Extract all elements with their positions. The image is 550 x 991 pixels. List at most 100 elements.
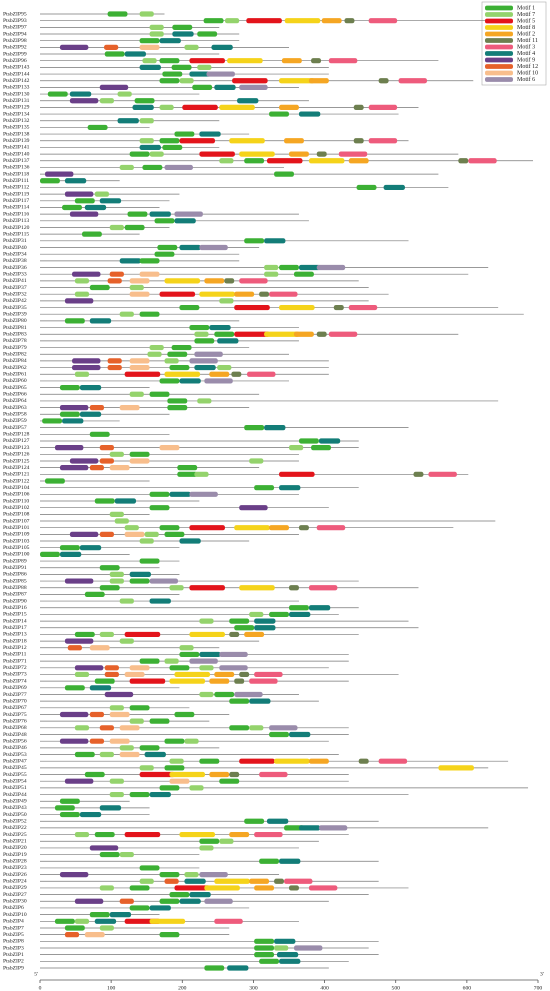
motif-box	[79, 411, 102, 417]
motif-box	[284, 138, 304, 144]
motif-box	[129, 278, 150, 284]
motif-box	[318, 438, 341, 444]
motif-box	[289, 731, 311, 738]
motif-box	[142, 58, 157, 64]
motif-box	[109, 511, 124, 517]
motif-box	[308, 158, 345, 164]
motif-box	[59, 411, 80, 417]
motif-box	[69, 211, 99, 217]
gene-label: PtsbZIP66	[3, 392, 27, 398]
motif-box	[99, 445, 114, 451]
motif-box	[99, 925, 114, 931]
x-tick-label: 700	[534, 985, 543, 991]
motif-box	[149, 791, 171, 798]
motif-box	[81, 231, 102, 237]
gene-label: PtsbZIP50	[3, 812, 27, 818]
motif-box	[298, 825, 321, 831]
motif-box	[164, 164, 193, 171]
motif-box	[139, 44, 160, 50]
motif-box	[74, 371, 90, 377]
motif-box	[139, 11, 154, 17]
motif-box	[254, 671, 283, 678]
motif-box	[274, 758, 310, 764]
legend-label: Motif 5	[517, 17, 535, 24]
motif-box	[64, 638, 94, 644]
motif-box	[89, 465, 105, 471]
gene-label: PtsbZIP21	[3, 839, 27, 845]
motif-box	[59, 551, 82, 557]
motif-box	[99, 531, 114, 537]
gene-label: PtsbZIP40	[3, 245, 27, 251]
legend-label: Motif 12	[517, 63, 538, 70]
motif-box	[144, 531, 159, 537]
motif-box	[99, 725, 114, 731]
motif-box	[184, 738, 199, 744]
motif-box	[84, 204, 107, 211]
gene-label: PtsbZIP95	[3, 11, 27, 17]
motif-box	[179, 831, 216, 838]
motif-box	[194, 351, 223, 357]
motif-box	[72, 358, 101, 364]
gene-label: PtsbZIP110	[3, 498, 29, 504]
motif-box	[167, 398, 188, 404]
motif-box	[109, 271, 124, 277]
motif-box	[316, 151, 327, 157]
legend-swatch	[485, 57, 513, 63]
motif-box	[104, 671, 119, 678]
motif-box	[99, 84, 129, 90]
motif-box	[79, 811, 102, 818]
motif-box	[328, 331, 358, 337]
motif-box	[209, 324, 231, 331]
gene-label: PtsbZIP90	[3, 598, 27, 604]
motif-box	[109, 705, 124, 711]
motif-box	[199, 131, 221, 137]
motif-box	[269, 611, 289, 618]
motif-box	[229, 831, 250, 838]
motif-box	[159, 898, 180, 904]
motif-box	[311, 58, 322, 64]
motif-box	[179, 898, 201, 904]
motif-box	[99, 885, 114, 891]
motif-box	[179, 244, 201, 251]
motif-box	[279, 858, 301, 864]
motif-box	[159, 932, 180, 938]
motif-box	[239, 758, 275, 764]
motif-box	[264, 238, 286, 244]
motif-box	[72, 271, 101, 277]
motif-box	[74, 725, 90, 731]
motif-box	[159, 378, 180, 384]
motif-box	[214, 671, 235, 678]
motif-box	[266, 818, 289, 824]
motif-box	[114, 518, 129, 524]
gene-label: PtsbZIP84	[3, 358, 27, 364]
motif-box	[99, 851, 120, 858]
motif-box	[298, 438, 319, 444]
motif-box	[99, 751, 114, 758]
motif-box	[169, 364, 190, 371]
motif-box	[159, 104, 174, 110]
legend-swatch	[485, 38, 513, 43]
gene-label: PtsbZIP89	[3, 558, 27, 564]
motif-box	[239, 151, 275, 157]
gene-label: PtsbZIP61	[3, 372, 27, 378]
motif-box	[179, 304, 200, 311]
gene-label: PtsbZIP45	[3, 765, 27, 771]
gene-label: PtsbZIP117	[3, 198, 29, 204]
motif-box	[104, 691, 134, 698]
motif-box	[171, 344, 192, 351]
motif-box	[254, 952, 275, 958]
motif-box	[59, 811, 80, 818]
gene-label: PtsbZIP56	[3, 738, 27, 744]
gene-label: PtsbZIP19	[3, 852, 27, 858]
gene-label: PtsbZIP67	[3, 705, 27, 711]
motif-box	[232, 78, 268, 84]
motif-box	[269, 731, 289, 738]
gene-label: PtsbZIP2	[3, 959, 24, 965]
gene-label: PtsbZIP132	[3, 118, 30, 124]
motif-box	[239, 278, 268, 284]
motif-box	[129, 705, 150, 711]
gene-label: PtsbZIP116	[3, 211, 29, 217]
gene-label: PtsbZIP26	[3, 872, 27, 878]
gene-label: PtsbZIP88	[3, 585, 27, 591]
motif-box	[42, 418, 63, 424]
